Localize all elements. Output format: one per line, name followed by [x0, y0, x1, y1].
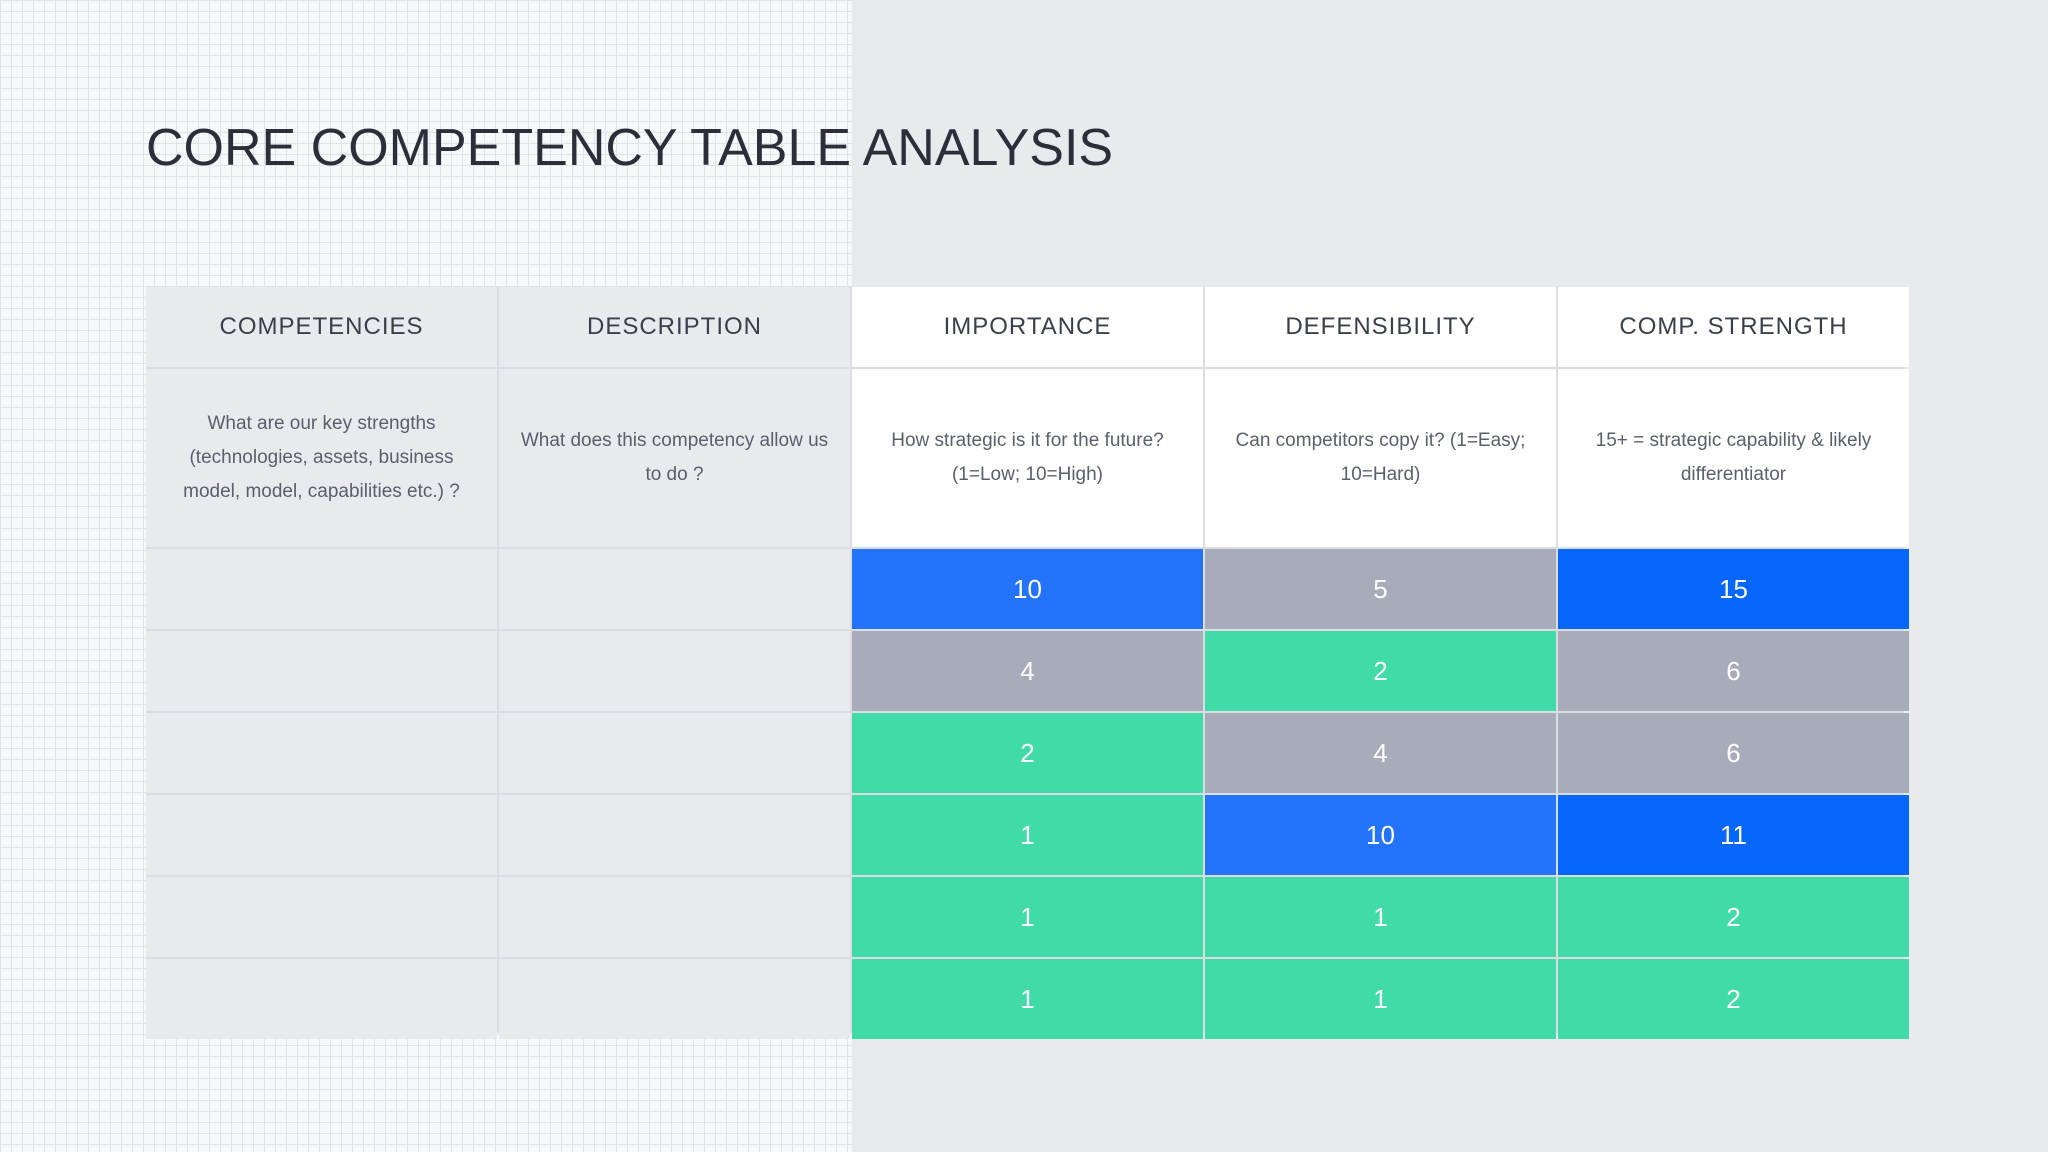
importance-cell: 1: [852, 959, 1203, 1039]
desc-competencies: What are our key strengths (technologies…: [146, 369, 497, 547]
header-defensibility: DEFENSIBILITY: [1205, 287, 1556, 367]
defensibility-cell: 2: [1205, 631, 1556, 711]
strength-cell: 2: [1558, 877, 1909, 957]
description-cell[interactable]: [499, 877, 850, 957]
defensibility-cell: 1: [1205, 959, 1556, 1039]
competency-cell[interactable]: [146, 549, 497, 629]
header-competencies: COMPETENCIES: [146, 287, 497, 367]
competency-cell[interactable]: [146, 713, 497, 793]
description-cell[interactable]: [499, 549, 850, 629]
strength-cell: 6: [1558, 631, 1909, 711]
strength-cell: 15: [1558, 549, 1909, 629]
strength-cell: 6: [1558, 713, 1909, 793]
defensibility-cell: 4: [1205, 713, 1556, 793]
defensibility-cell: 1: [1205, 877, 1556, 957]
defensibility-cell: 5: [1205, 549, 1556, 629]
description-cell[interactable]: [499, 713, 850, 793]
defensibility-cell: 10: [1205, 795, 1556, 875]
page-title: CORE COMPETENCY TABLE ANALYSIS: [146, 119, 1114, 177]
competency-cell[interactable]: [146, 631, 497, 711]
importance-cell: 1: [852, 795, 1203, 875]
competency-cell[interactable]: [146, 877, 497, 957]
strength-cell: 2: [1558, 959, 1909, 1039]
importance-cell: 1: [852, 877, 1203, 957]
description-cell[interactable]: [499, 631, 850, 711]
description-cell[interactable]: [499, 959, 850, 1039]
desc-importance: How strategic is it for the future? (1=L…: [852, 369, 1203, 547]
strength-cell: 11: [1558, 795, 1909, 875]
header-importance: IMPORTANCE: [852, 287, 1203, 367]
competency-table: COMPETENCIES DESCRIPTION IMPORTANCE DEFE…: [146, 287, 1909, 1039]
importance-cell: 2: [852, 713, 1203, 793]
desc-defensibility: Can competitors copy it? (1=Easy; 10=Har…: [1205, 369, 1556, 547]
competency-cell[interactable]: [146, 795, 497, 875]
header-description: DESCRIPTION: [499, 287, 850, 367]
description-cell[interactable]: [499, 795, 850, 875]
header-comp-strength: COMP. STRENGTH: [1558, 287, 1909, 367]
importance-cell: 10: [852, 549, 1203, 629]
desc-comp-strength: 15+ = strategic capability & likely diff…: [1558, 369, 1909, 547]
competency-cell[interactable]: [146, 959, 497, 1039]
importance-cell: 4: [852, 631, 1203, 711]
desc-description: What does this competency allow us to do…: [499, 369, 850, 547]
